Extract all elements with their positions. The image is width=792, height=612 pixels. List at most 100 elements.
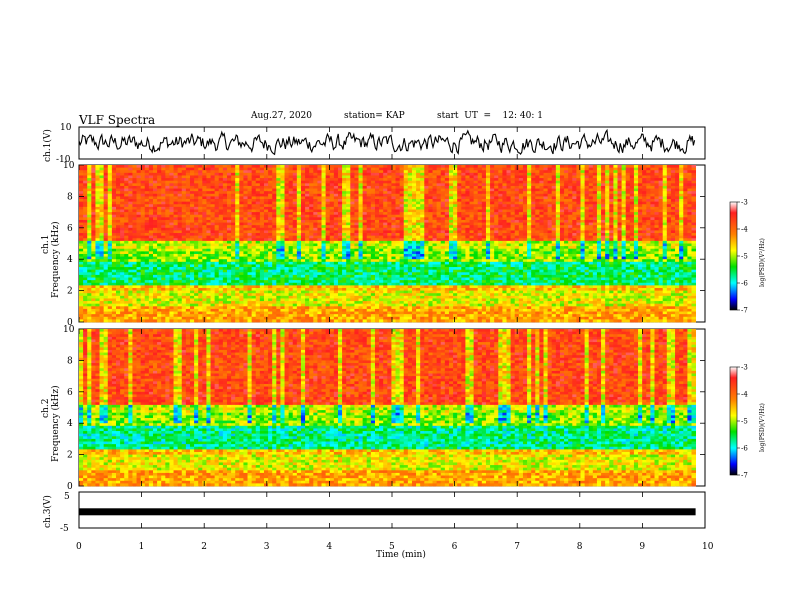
spectrogram-cell [157,165,162,169]
spectrogram-cell [206,301,211,305]
spectrogram-cell [144,282,150,286]
spectrogram-cell [350,188,355,192]
spectrogram-cell [206,185,211,189]
spectrogram-cell [144,251,150,255]
spectrogram-cell [198,165,203,169]
spectrogram-cell [198,183,203,187]
spectrogram-cell [91,298,96,302]
spectrogram-cell [177,319,183,323]
spectrogram-cell [136,295,142,299]
spectrogram-cell [206,287,211,291]
spectrogram-cell [87,267,92,271]
spectrogram-cell [231,264,236,268]
spectrogram-cell [231,319,236,323]
spectrogram-cell [107,269,113,273]
spectrogram-cell [387,206,392,210]
spectrogram-cell [218,217,224,221]
spectrogram-cell [321,185,327,189]
spectrogram-cell [403,248,409,252]
spectrogram-cell [305,212,310,216]
spectrogram-cell [173,225,179,229]
spectrogram-cell [255,165,261,169]
spectrogram-cell [99,165,105,169]
spectrogram-cell [321,196,327,200]
spectrogram-cell [317,206,322,210]
spectrogram-cell [251,227,257,231]
spectrogram-cell [325,280,331,284]
spectrogram-cell [296,219,302,223]
spectrogram-cell [132,196,137,200]
spectrogram-cell [132,248,137,252]
spectrogram-cell [111,235,117,239]
spectrogram-cell [177,246,183,250]
spectrogram-cell [305,295,310,299]
spectrogram-cell [107,319,113,323]
spectrogram-cell [325,235,331,239]
spectrogram-cell [387,183,392,187]
spectrogram-cell [95,269,100,273]
spectrogram-cell [161,306,166,310]
spectrogram-cell [210,233,216,237]
spectrogram-cell [383,183,388,187]
spectrogram-cell [95,246,100,250]
spectrogram-cell [387,165,392,169]
spectrogram-cell [185,183,191,187]
spectrogram-cell [325,214,331,218]
spectrogram-cell [177,256,183,260]
spectrogram-cell [148,319,154,323]
spectrogram-cell [383,287,388,291]
spectrogram-cell [231,280,236,284]
spectrogram-cell [79,217,84,221]
spectrogram-cell [210,167,216,171]
spectrogram-cell [411,214,417,218]
spectrogram-cell [103,214,109,218]
spectrogram-cell [309,175,314,179]
spectrogram-cell [169,225,174,229]
spectrogram-cell [395,298,401,302]
spectrogram-cell [87,172,92,176]
spectrogram-cell [144,225,150,229]
spectrogram-cell [185,209,191,213]
spectrogram-cell [255,172,261,176]
spectrogram-cell [305,196,310,200]
spectrogram-cell [239,204,244,208]
spectrogram-cell [288,287,294,291]
spectrogram-cell [288,225,294,229]
spectrogram-cell [169,235,174,239]
spectrogram-cell [284,251,290,255]
spectrogram-cell [268,290,273,294]
spectrogram-cell [354,219,359,223]
spectrogram-cell [103,248,109,252]
spectrogram-cell [309,267,314,271]
spectrogram-cell [284,256,290,260]
spectrogram-cell [231,165,236,169]
spectrogram-cell [202,285,207,289]
spectrogram-cell [235,293,240,297]
spectrogram-cell [411,191,417,195]
spectrogram-cell [333,314,339,318]
spectrogram-cell [292,180,298,184]
spectrogram-cell [416,183,421,187]
spectrogram-cell [276,277,281,281]
spectrogram-cell [350,295,355,299]
spectrogram-cell [161,319,166,323]
spectrogram-cell [358,248,364,252]
spectrogram-cell [239,280,244,284]
spectrogram-cell [383,233,388,237]
spectrogram-cell [181,251,187,255]
spectrogram-cell [231,167,236,171]
spectrogram-cell [152,308,158,312]
spectrogram-cell [194,243,199,247]
spectrogram-cell [103,280,109,284]
spectrogram-cell [321,261,327,265]
spectrogram-cell [243,175,248,179]
spectrogram-cell [226,167,232,171]
spectrogram-cell [313,235,318,239]
spectrogram-cell [325,238,331,242]
spectrogram-cell [79,269,84,273]
spectrogram-cell [202,212,207,216]
spectrogram-cell [136,219,142,223]
spectrogram-cell [210,303,216,307]
spectrogram-cell [342,246,347,250]
spectrogram-cell [243,185,248,189]
